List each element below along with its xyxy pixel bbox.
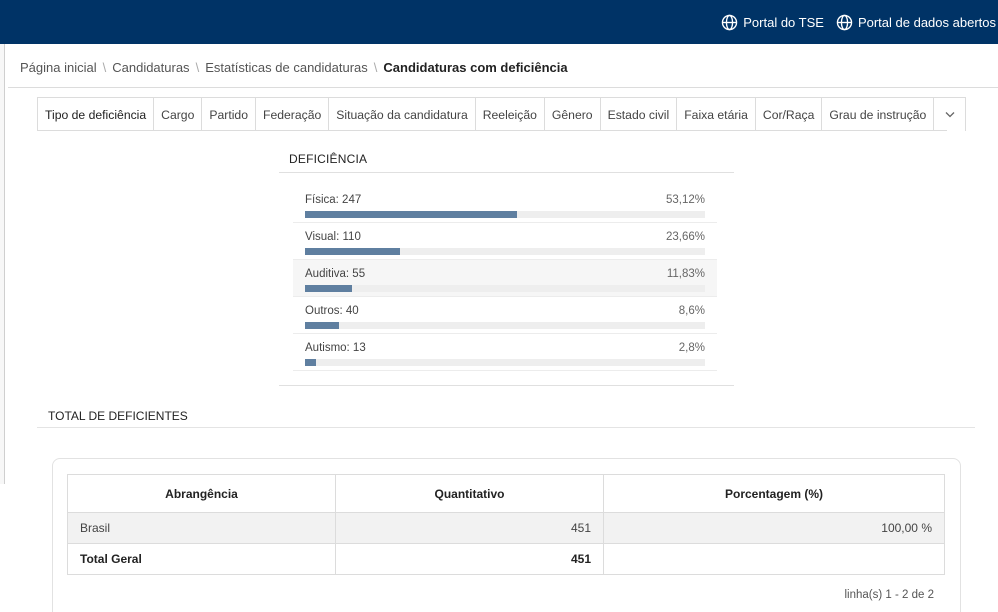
bar-row: Auditiva: 55 11,83% bbox=[293, 260, 717, 297]
tab-partido[interactable]: Partido bbox=[201, 98, 255, 131]
cell-total-quantitativo: 451 bbox=[335, 543, 604, 575]
bar-fill bbox=[305, 211, 518, 218]
globe-icon bbox=[722, 14, 738, 30]
bar-percentage: 2,8% bbox=[678, 342, 705, 354]
bar-track bbox=[305, 359, 705, 366]
more-tabs-button[interactable] bbox=[933, 98, 966, 131]
bar-label: Autismo: 13 bbox=[305, 342, 366, 354]
table-total-row: Total Geral 451 bbox=[67, 543, 945, 575]
bar-row: Outros: 40 8,6% bbox=[293, 297, 717, 334]
bar-track bbox=[305, 248, 705, 255]
cell-porcentagem: 100,00 % bbox=[603, 512, 945, 544]
breadcrumb-estatisticas[interactable]: Estatísticas de candidaturas bbox=[205, 60, 368, 75]
breadcrumb-current: Candidaturas com deficiência bbox=[383, 60, 568, 75]
bar-label: Auditiva: 55 bbox=[305, 268, 366, 280]
total-table: Abrangência Quantitativo Porcentagem (%)… bbox=[67, 474, 945, 575]
bar-label: Física: 247 bbox=[305, 194, 362, 206]
filter-tabs: Tipo de deficiência Cargo Partido Federa… bbox=[37, 97, 967, 131]
bar-track bbox=[305, 211, 705, 218]
bar-row: Autismo: 13 2,8% bbox=[293, 334, 717, 371]
portal-dados-abertos-link[interactable]: Portal de dados abertos bbox=[836, 14, 996, 31]
bar-track bbox=[305, 322, 705, 329]
breadcrumb: Página inicial \ Candidaturas \ Estatíst… bbox=[20, 60, 568, 75]
tabs-divider bbox=[37, 130, 947, 131]
tab-cargo[interactable]: Cargo bbox=[153, 98, 202, 131]
total-title-divider bbox=[37, 427, 975, 428]
deficiencia-bottom-divider bbox=[279, 385, 734, 386]
chevron-down-icon bbox=[945, 112, 955, 118]
cell-abrangencia: Brasil bbox=[67, 512, 336, 544]
table-header-row: Abrangência Quantitativo Porcentagem (%) bbox=[67, 474, 945, 513]
bar-fill bbox=[305, 322, 340, 329]
bar-percentage: 8,6% bbox=[678, 305, 705, 317]
tab-reeleicao[interactable]: Reeleição bbox=[474, 98, 544, 131]
deficiencia-bar-list: Física: 247 53,12% Visual: 110 23,66% Au… bbox=[293, 186, 717, 371]
cell-quantitativo: 451 bbox=[335, 512, 604, 544]
tab-grau-instrucao[interactable]: Grau de instrução bbox=[821, 98, 934, 131]
tab-faixa-etaria[interactable]: Faixa etária bbox=[676, 98, 755, 131]
portal-dados-abertos-label: Portal de dados abertos bbox=[857, 14, 996, 30]
portal-tse-label: Portal do TSE bbox=[743, 14, 824, 30]
tab-situacao-candidatura[interactable]: Situação da candidatura bbox=[328, 98, 475, 131]
bar-row: Física: 247 53,12% bbox=[293, 186, 717, 223]
breadcrumb-divider bbox=[8, 87, 998, 88]
top-bar: Portal do TSE Portal de dados abertos bbox=[0, 0, 998, 44]
breadcrumb-candidaturas[interactable]: Candidaturas bbox=[112, 60, 190, 75]
left-scroll-edge bbox=[0, 44, 5, 484]
bar-fill bbox=[305, 285, 353, 292]
bar-row: Visual: 110 23,66% bbox=[293, 223, 717, 260]
bar-label: Outros: 40 bbox=[305, 305, 359, 317]
breadcrumb-home[interactable]: Página inicial bbox=[20, 60, 97, 75]
deficiencia-title: DEFICIÊNCIA bbox=[289, 152, 368, 166]
top-links: Portal do TSE Portal de dados abertos bbox=[721, 0, 998, 44]
bar-fill bbox=[305, 248, 400, 255]
bar-percentage: 23,66% bbox=[665, 231, 705, 243]
bar-percentage: 11,83% bbox=[666, 268, 705, 280]
portal-tse-link[interactable]: Portal do TSE bbox=[721, 14, 824, 31]
column-header-abrangencia[interactable]: Abrangência bbox=[67, 474, 336, 513]
cell-total-label: Total Geral bbox=[67, 543, 336, 575]
tab-tipo-deficiencia[interactable]: Tipo de deficiência bbox=[38, 98, 154, 131]
bar-label: Visual: 110 bbox=[305, 231, 361, 243]
globe-icon bbox=[836, 14, 853, 30]
bar-percentage: 53,12% bbox=[665, 194, 705, 206]
tab-cor-raca[interactable]: Cor/Raça bbox=[754, 98, 822, 131]
breadcrumb-separator: \ bbox=[102, 60, 107, 75]
breadcrumb-separator: \ bbox=[195, 60, 200, 75]
column-header-quantitativo[interactable]: Quantitativo bbox=[335, 474, 604, 513]
total-deficientes-title: TOTAL DE DEFICIENTES bbox=[48, 409, 188, 423]
tab-genero[interactable]: Gênero bbox=[543, 98, 600, 131]
bar-fill bbox=[305, 359, 317, 366]
cell-total-porcentagem bbox=[603, 543, 945, 575]
deficiencia-title-divider bbox=[279, 172, 734, 173]
column-header-porcentagem[interactable]: Porcentagem (%) bbox=[603, 474, 945, 513]
breadcrumb-separator: \ bbox=[373, 60, 378, 75]
pagination-info: linha(s) 1 - 2 de 2 bbox=[844, 589, 935, 601]
table-row: Brasil 451 100,00 % bbox=[67, 512, 945, 544]
tab-estado-civil[interactable]: Estado civil bbox=[599, 98, 677, 131]
tab-federacao[interactable]: Federação bbox=[255, 98, 329, 131]
bar-track bbox=[305, 285, 705, 292]
